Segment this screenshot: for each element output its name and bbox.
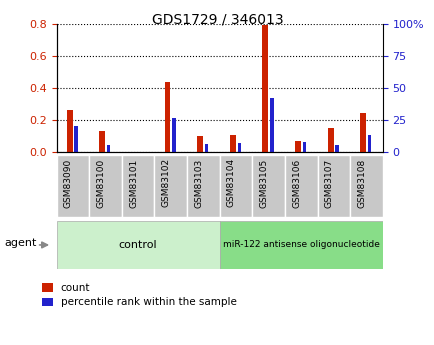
Bar <box>359 113 365 152</box>
Bar <box>74 126 78 152</box>
Legend: count, percentile rank within the sample: count, percentile rank within the sample <box>40 281 238 309</box>
Text: GDS1729 / 346013: GDS1729 / 346013 <box>151 12 283 26</box>
FancyBboxPatch shape <box>219 221 382 269</box>
Bar <box>164 82 170 152</box>
Bar <box>204 144 208 152</box>
FancyBboxPatch shape <box>154 155 187 217</box>
FancyBboxPatch shape <box>56 221 219 269</box>
Text: GSM83102: GSM83102 <box>161 158 170 207</box>
FancyBboxPatch shape <box>349 155 382 217</box>
Bar <box>107 145 110 152</box>
Text: GSM83104: GSM83104 <box>227 158 235 207</box>
Bar <box>302 141 306 152</box>
Bar <box>197 136 203 152</box>
FancyBboxPatch shape <box>187 155 219 217</box>
Bar <box>172 118 175 152</box>
Text: GSM83108: GSM83108 <box>357 158 365 208</box>
Text: GSM83105: GSM83105 <box>259 158 268 208</box>
FancyBboxPatch shape <box>284 155 317 217</box>
FancyBboxPatch shape <box>56 155 89 217</box>
Bar <box>237 143 240 152</box>
FancyBboxPatch shape <box>252 155 284 217</box>
Text: GSM83100: GSM83100 <box>96 158 105 208</box>
Bar <box>66 110 72 152</box>
Text: GSM83103: GSM83103 <box>194 158 203 208</box>
Text: agent: agent <box>4 238 37 247</box>
Bar <box>294 141 300 152</box>
Text: GSM83090: GSM83090 <box>64 158 73 208</box>
FancyBboxPatch shape <box>219 155 252 217</box>
Bar <box>335 145 338 152</box>
Bar <box>367 135 371 152</box>
Bar <box>270 98 273 152</box>
FancyBboxPatch shape <box>89 155 122 217</box>
FancyBboxPatch shape <box>317 155 349 217</box>
Bar <box>327 128 333 152</box>
Text: GSM83101: GSM83101 <box>129 158 138 208</box>
FancyBboxPatch shape <box>122 155 154 217</box>
Text: control: control <box>118 240 157 250</box>
Bar <box>229 135 235 152</box>
Text: miR-122 antisense oligonucleotide: miR-122 antisense oligonucleotide <box>222 240 379 249</box>
Bar <box>99 131 105 152</box>
Bar <box>262 25 268 152</box>
Text: GSM83107: GSM83107 <box>324 158 333 208</box>
Text: GSM83106: GSM83106 <box>292 158 300 208</box>
